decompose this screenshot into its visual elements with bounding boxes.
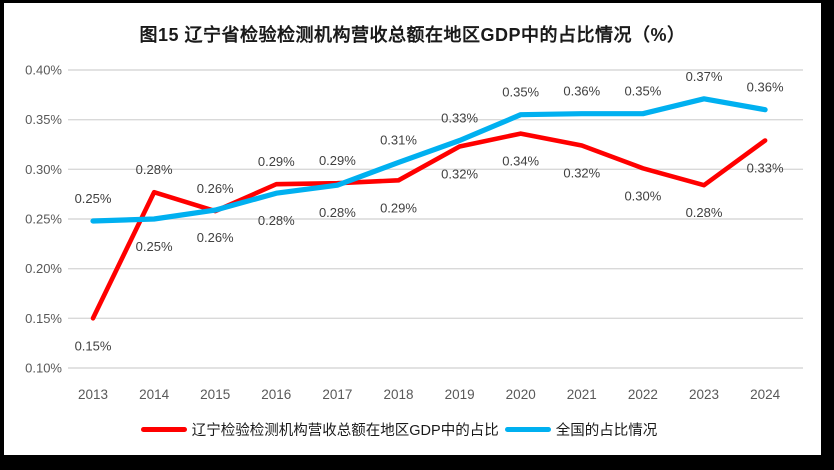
x-axis-tick-label: 2024 [750, 387, 781, 402]
legend-item-liaoning: 辽宁检验检测机构营收总额在地区GDP中的占比 [140, 419, 499, 440]
y-axis-tick-label: 0.40% [25, 63, 62, 78]
chart-legend: 辽宁检验检测机构营收总额在地区GDP中的占比 全国的占比情况 [4, 419, 794, 440]
data-label: 0.33% [441, 111, 478, 126]
y-axis-tick-label: 0.15% [25, 311, 62, 326]
chart-title: 图15 辽宁省检验检测机构营收总额在地区GDP中的占比情况（%） [139, 25, 686, 45]
data-label: 0.36% [563, 84, 600, 99]
data-label: 0.25% [75, 191, 112, 206]
legend-item-national: 全国的占比情况 [504, 419, 658, 440]
legend-label-national: 全国的占比情况 [555, 423, 658, 439]
line-chart-plot-area: 0.40% 0.35% 0.30% 0.25% 0.20% 0.15% 0.10% 2013 2… [25, 63, 803, 402]
data-label: 0.29% [258, 154, 295, 169]
x-axis-tick-label: 2021 [567, 387, 597, 402]
data-label: 0.35% [502, 85, 539, 100]
x-axis-tick-label: 2013 [78, 387, 108, 402]
data-label: 0.29% [380, 200, 417, 215]
data-label: 0.34% [502, 154, 539, 169]
data-label: 0.25% [136, 239, 173, 254]
y-axis-tick-label: 0.30% [25, 162, 62, 177]
x-axis-tick-label: 2016 [261, 387, 291, 402]
y-axis-tick-label: 0.25% [25, 212, 62, 227]
y-axis-tick-label: 0.10% [25, 361, 62, 376]
series-line-liaoning [90, 131, 768, 321]
data-label: 0.26% [197, 230, 234, 245]
legend-line-sample-red [140, 427, 187, 432]
data-label: 0.29% [319, 153, 356, 168]
x-axis-tick-label: 2015 [200, 387, 230, 402]
data-label: 0.31% [380, 132, 417, 147]
data-label: 0.30% [624, 188, 661, 203]
data-label: 0.28% [136, 162, 173, 177]
chart-canvas: 图15 辽宁省检验检测机构营收总额在地区GDP中的占比情况（%） 0.40% 0.… [4, 3, 821, 455]
x-axis-tick-label: 2018 [383, 387, 413, 402]
data-label: 0.28% [258, 213, 295, 228]
data-label: 0.35% [624, 84, 661, 99]
x-axis-tick-label: 2020 [506, 387, 536, 402]
data-label: 0.26% [197, 181, 234, 196]
x-axis-tick-label: 2017 [322, 387, 352, 402]
data-label: 0.32% [441, 166, 478, 181]
y-axis-tick-label: 0.20% [25, 261, 62, 276]
series-line-national [90, 96, 768, 224]
x-axis-tick-label: 2022 [628, 387, 658, 402]
legend-label-liaoning: 辽宁检验检测机构营收总额在地区GDP中的占比 [191, 423, 499, 439]
data-label: 0.15% [75, 338, 112, 353]
data-label: 0.32% [563, 165, 600, 180]
legend-line-sample-blue [504, 427, 551, 432]
x-axis-tick-label: 2019 [445, 387, 475, 402]
data-label: 0.33% [747, 161, 784, 176]
data-label: 0.28% [319, 205, 356, 220]
data-label: 0.36% [747, 80, 784, 95]
x-axis-tick-label: 2023 [689, 387, 719, 402]
x-axis-tick-label: 2014 [139, 387, 170, 402]
y-axis-tick-label: 0.35% [25, 112, 62, 127]
data-label: 0.28% [686, 205, 723, 220]
data-label: 0.37% [686, 69, 723, 84]
